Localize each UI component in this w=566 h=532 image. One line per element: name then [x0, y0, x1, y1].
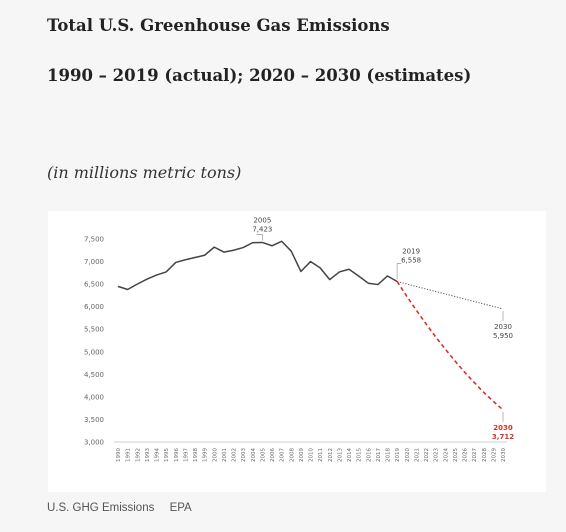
annotation-value-label: 6,558 — [401, 256, 421, 264]
y-tick-label: 6,500 — [84, 281, 104, 289]
x-tick-label: 2002 — [232, 448, 238, 462]
x-tick-label: 2014 — [347, 448, 353, 462]
y-tick-label: 3,000 — [84, 439, 104, 447]
units-label: (in millions metric tons) — [47, 163, 242, 182]
x-tick-label: 2027 — [472, 448, 478, 462]
x-tick-label: 2005 — [260, 448, 266, 462]
annotation-value-label: 3,712 — [492, 433, 514, 441]
annotation-value-label: 7,423 — [252, 225, 272, 233]
x-tick-label: 2000 — [212, 448, 218, 462]
x-tick-label: 2001 — [222, 448, 228, 462]
caption: U.S. GHG Emissions EPA — [47, 502, 204, 514]
annotation-year-label: 2019 — [402, 247, 420, 255]
x-tick-label: 1996 — [174, 448, 180, 462]
x-tick-label: 2025 — [453, 448, 459, 462]
y-tick-label: 3,500 — [84, 416, 104, 424]
chart-panel: 3,000 3,500 4,000 4,500 5,000 5,500 6,000 6,500… — [48, 211, 546, 492]
annotation-year-label: 2030 — [494, 323, 512, 331]
x-tick-label: 1994 — [155, 448, 161, 462]
annotation-value-label: 5,950 — [493, 332, 513, 340]
y-tick-label: 5,000 — [84, 348, 104, 356]
x-tick-label: 2030 — [501, 448, 507, 462]
y-tick-label: 4,000 — [84, 393, 104, 401]
x-tick-label: 2017 — [376, 448, 382, 462]
x-tick-label: 1990 — [116, 448, 122, 462]
x-tick-label: 2006 — [270, 448, 276, 462]
x-tick-label: 1997 — [183, 448, 189, 462]
annotation-year-label: 2005 — [253, 216, 271, 224]
x-tick-label: 1995 — [164, 448, 170, 462]
chart-title: Total U.S. Greenhouse Gas Emissions — [47, 16, 390, 35]
annotation-leader — [396, 263, 402, 280]
x-tick-label: 2024 — [443, 448, 449, 462]
y-tick-label: 4,500 — [84, 371, 104, 379]
x-tick-label: 2003 — [241, 448, 247, 462]
x-tick-label: 2004 — [251, 448, 257, 462]
x-tick-label: 2021 — [414, 448, 420, 462]
x-tick-label: 2029 — [491, 448, 497, 462]
x-tick-label: 2008 — [289, 448, 295, 462]
x-tick-label: 2011 — [318, 448, 324, 462]
x-tick-label: 2015 — [357, 448, 363, 462]
x-tick-label: 2007 — [280, 448, 286, 462]
x-tick-label: 2016 — [366, 448, 372, 462]
line-chart: 3,000 3,500 4,000 4,500 5,000 5,500 6,000 6,500… — [84, 216, 514, 462]
caption-source-title: U.S. GHG Emissions — [47, 502, 155, 514]
x-tick-label: 2018 — [386, 448, 392, 462]
chart-subtitle: 1990 – 2019 (actual); 2020 – 2030 (estim… — [47, 66, 472, 85]
x-tick-label: 2013 — [337, 448, 343, 462]
series-line-solid — [117, 240, 398, 291]
x-tick-label: 1993 — [145, 448, 151, 462]
x-tick-label: 1991 — [126, 448, 132, 462]
x-tick-label: 1999 — [203, 448, 209, 462]
x-tick-label: 1998 — [193, 448, 199, 462]
x-tick-label: 2026 — [463, 448, 469, 462]
y-tick-label: 7,000 — [84, 258, 104, 266]
y-tick-label: 5,500 — [84, 326, 104, 334]
x-tick-label: 2020 — [405, 448, 411, 462]
annotation-leader — [256, 234, 263, 241]
series-line-dashed — [396, 281, 504, 411]
y-tick-label: 6,000 — [84, 303, 104, 311]
x-tick-label: 2019 — [395, 448, 401, 462]
x-tick-label: 2010 — [309, 448, 315, 462]
x-tick-label: 1992 — [135, 448, 141, 462]
annotation-year-label: 2030 — [493, 424, 513, 432]
x-tick-label: 2009 — [299, 448, 305, 462]
y-tick-label: 7,500 — [84, 236, 104, 244]
x-tick-label: 2028 — [482, 448, 488, 462]
x-tick-label: 2022 — [424, 448, 430, 462]
x-tick-label: 2023 — [434, 448, 440, 462]
caption-source-org: EPA — [169, 502, 192, 514]
x-tick-label: 2012 — [328, 448, 334, 462]
